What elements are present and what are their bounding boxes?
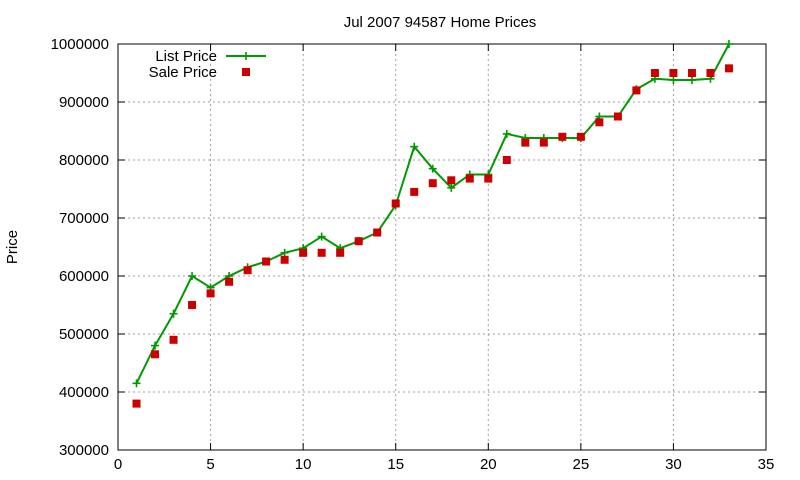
y-tick-label: 400000 xyxy=(59,384,109,401)
data-point-square xyxy=(447,176,456,185)
data-point-plus xyxy=(280,248,289,257)
data-point-square xyxy=(242,68,250,76)
x-tick-label: 15 xyxy=(387,456,404,473)
legend-label: Sale Price xyxy=(149,64,217,81)
axis-ticks: 0 5 10 15 20 25 30 35 300000 400000 500000 600000 70… xyxy=(51,36,775,473)
data-point-square xyxy=(188,301,197,309)
data-point-square xyxy=(243,266,252,275)
data-point-plus xyxy=(132,379,141,388)
y-tick-label: 500000 xyxy=(59,326,109,343)
x-tick-label: 10 xyxy=(295,456,312,473)
data-point-square xyxy=(521,138,530,147)
data-point-plus xyxy=(669,75,678,84)
y-tick-label: 700000 xyxy=(59,210,109,227)
data-point-square xyxy=(632,86,641,95)
data-point-plus xyxy=(428,164,437,173)
data-point-plus xyxy=(447,183,456,192)
chart-title: Jul 2007 94587 Home Prices xyxy=(344,14,537,31)
data-point-square xyxy=(576,132,585,141)
x-tick-label: 35 xyxy=(758,456,775,473)
series-line xyxy=(135,43,730,384)
data-point-plus xyxy=(410,142,419,151)
data-point-square xyxy=(484,174,493,183)
data-point-square xyxy=(650,69,659,77)
x-tick-label: 0 xyxy=(114,456,122,473)
data-point-plus xyxy=(151,341,160,350)
data-point-square xyxy=(354,237,363,246)
data-point-square xyxy=(595,118,604,127)
grid xyxy=(118,44,766,450)
data-point-square xyxy=(391,199,400,208)
data-point-square xyxy=(539,138,548,147)
y-tick-label: 300000 xyxy=(59,442,109,459)
data-point-plus xyxy=(188,272,197,280)
series-sale-price xyxy=(132,64,733,408)
y-tick-label: 1000000 xyxy=(51,36,109,53)
data-point-plus xyxy=(687,75,696,84)
data-point-square xyxy=(299,248,308,257)
data-point-square xyxy=(132,399,141,408)
data-point-square xyxy=(669,69,678,77)
y-tick-label: 800000 xyxy=(59,152,109,169)
x-tick-label: 25 xyxy=(573,456,590,473)
legend-label: List Price xyxy=(155,48,217,65)
data-point-square xyxy=(169,335,178,344)
data-point-square xyxy=(687,69,696,77)
data-point-plus xyxy=(242,52,250,60)
data-point-square xyxy=(428,179,437,188)
data-point-square xyxy=(336,248,345,257)
x-tick-label: 5 xyxy=(206,456,214,473)
data-point-plus xyxy=(724,40,733,48)
data-point-plus xyxy=(169,309,178,318)
y-tick-label: 900000 xyxy=(59,94,109,111)
data-point-square xyxy=(724,64,733,73)
data-point-square xyxy=(465,174,474,183)
plot-frame xyxy=(117,43,767,451)
data-point-plus xyxy=(502,129,511,138)
data-point-square xyxy=(410,187,419,196)
data-point-square xyxy=(262,257,271,266)
x-tick-label: 20 xyxy=(480,456,497,473)
y-tick-label: 600000 xyxy=(59,268,109,285)
data-point-square xyxy=(558,132,567,141)
x-tick-label: 30 xyxy=(665,456,682,473)
data-point-square xyxy=(502,156,511,164)
series-list-price xyxy=(132,40,733,388)
data-point-square xyxy=(151,350,160,359)
series xyxy=(132,40,733,408)
data-point-plus xyxy=(317,232,326,241)
data-point-square xyxy=(613,112,622,121)
data-point-square xyxy=(206,289,215,298)
y-axis-label: Price xyxy=(4,230,21,264)
data-point-square xyxy=(317,248,326,257)
data-point-square xyxy=(373,228,382,237)
data-point-square xyxy=(225,277,234,286)
data-point-square xyxy=(706,69,715,77)
data-point-square xyxy=(280,255,289,264)
